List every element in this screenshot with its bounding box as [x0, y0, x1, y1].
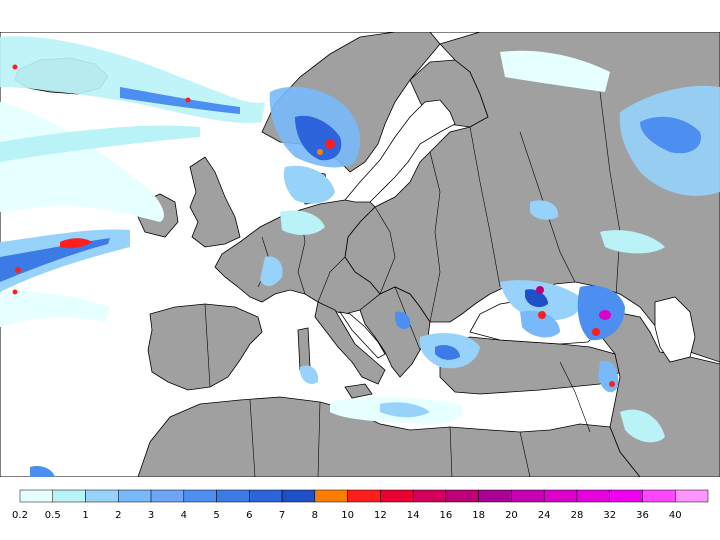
precip-atlantic-band-2 — [0, 102, 164, 222]
legend-box-15 — [511, 489, 545, 503]
legend-box-5 — [183, 489, 217, 503]
legend-label-1: 0.5 — [45, 510, 61, 521]
legend-label-9: 8 — [312, 510, 318, 521]
legend-label-2: 1 — [82, 510, 88, 521]
precip-atlantic-band-6 — [0, 125, 200, 162]
legend-box-17 — [576, 489, 610, 503]
legend-box-1 — [52, 489, 86, 503]
precipitation-fields — [0, 36, 720, 477]
legend-box-16 — [543, 489, 578, 503]
baltic-sea — [344, 99, 456, 203]
legend-label-8: 7 — [279, 510, 285, 521]
legend-label-4: 3 — [148, 510, 154, 521]
precip-atlantic-band-4 — [0, 238, 110, 282]
precip-atlantic-max — [60, 238, 92, 249]
legend-color-boxes — [19, 489, 709, 503]
caucasus — [589, 311, 720, 477]
legend-label-6: 5 — [213, 510, 219, 521]
legend-label-7: 6 — [246, 510, 252, 521]
legend-label-13: 16 — [440, 510, 453, 521]
legend-label-11: 12 — [374, 510, 387, 521]
precip-north-sea — [283, 165, 335, 204]
legend-box-10 — [347, 489, 381, 503]
precipitation-legend: 0.2 0.5 1 2 3 4 5 6 7 8 10 12 14 16 18 20 24 28 32 36 40 — [12, 489, 709, 521]
legend-label-10: 10 — [341, 510, 354, 521]
adriatic-sea — [339, 311, 386, 359]
legend-box-4 — [150, 489, 185, 503]
legend-box-19 — [642, 489, 676, 503]
legend-label-0: 0.2 — [12, 510, 28, 521]
legend-label-19: 36 — [636, 510, 649, 521]
precip-atlantic-band-5 — [0, 291, 110, 327]
sardinia — [297, 327, 311, 371]
legend-box-20 — [674, 489, 709, 503]
national-borders — [204, 91, 621, 477]
sicily — [344, 383, 373, 399]
legend-label-14: 18 — [472, 510, 485, 521]
legend-label-17: 28 — [571, 510, 584, 521]
legend-label-5: 4 — [181, 510, 187, 521]
legend-tick-labels: 0.2 0.5 1 2 3 4 5 6 7 8 10 12 14 16 18 20 24 28 32 36 40 — [12, 510, 682, 521]
legend-box-9 — [314, 489, 348, 503]
legend-box-13 — [445, 489, 479, 503]
caspian-sea — [654, 296, 696, 363]
legend-box-7 — [249, 489, 283, 503]
legend-box-11 — [380, 489, 414, 503]
legend-label-12: 14 — [407, 510, 420, 521]
legend-label-3: 2 — [115, 510, 121, 521]
legend-label-15: 20 — [505, 510, 518, 521]
precip-scandinavia-max — [325, 139, 335, 149]
precip-crimea-max — [536, 286, 544, 294]
iberia — [147, 303, 263, 391]
legend-label-20: 40 — [669, 510, 682, 521]
north-africa — [137, 396, 641, 477]
legend-box-18 — [609, 489, 643, 503]
legend-box-0 — [19, 489, 54, 503]
legend-box-8 — [281, 489, 316, 503]
great-britain — [189, 156, 241, 248]
legend-box-2 — [85, 489, 119, 503]
legend-box-3 — [118, 489, 152, 503]
precip-caucasus-max — [599, 310, 611, 320]
legend-box-12 — [412, 489, 447, 503]
legend-label-18: 32 — [603, 510, 616, 521]
legend-box-14 — [478, 489, 512, 503]
legend-label-16: 24 — [538, 510, 551, 521]
italy — [314, 301, 386, 385]
legend-box-6 — [216, 489, 250, 503]
precip-atlantic-band-7 — [120, 87, 240, 114]
precip-scandinavia-core — [295, 115, 342, 161]
precipitation-map — [0, 32, 720, 477]
